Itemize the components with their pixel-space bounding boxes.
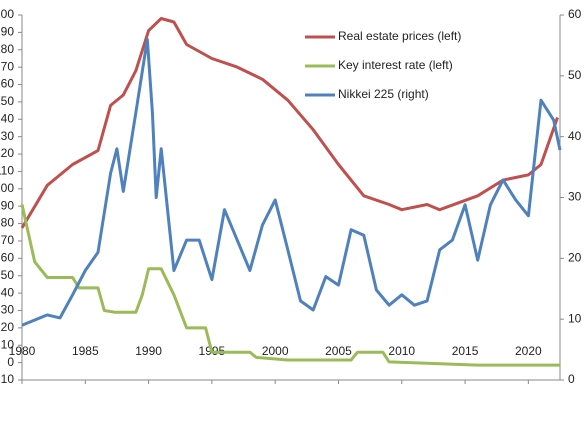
x-tick-label: 2000 [262,344,289,358]
y2-tick-label: 0 [568,372,575,386]
y2-tick-label: 10 [568,311,582,325]
y-tick-label: 50 [1,268,15,282]
y-tick-label: 130 [0,129,14,143]
y-tick-label: 150 [0,94,14,108]
legend-label: Real estate prices (left) [338,29,461,43]
x-tick-label: 2010 [388,344,415,358]
series-line [20,204,560,367]
y-tick-label: 40 [1,285,15,299]
y2-tick-label: 30 [568,190,582,204]
series-line [20,17,559,229]
y2-tick-label: 40 [568,129,582,143]
y-tick-label: 30 [1,303,15,317]
y-tick-label: 170 [0,59,14,73]
y-tick-label: 200 [0,7,14,21]
y-tick-label: 90 [1,198,15,212]
y2-tick-label: 60 [568,7,582,21]
y-tick-label: 60 [1,251,15,265]
y-tick-label: 0 [7,355,14,369]
y-tick-label: 100 [0,181,14,195]
x-tick-label: 1980 [9,344,36,358]
x-tick-label: 1990 [135,344,162,358]
y-tick-label: 80 [1,216,15,230]
x-tick-label: 2005 [325,344,352,358]
y-tick-label: 140 [0,111,14,125]
y2-tick-label: 20 [568,251,582,265]
legend-label: Nikkei 225 (right) [338,87,429,101]
x-tick-label: 2020 [515,344,542,358]
y-tick-label: 10 [1,337,15,351]
legend-label: Key interest rate (left) [338,58,453,72]
y-tick-label: 160 [0,77,14,91]
y-tick-label: -10 [0,372,14,386]
x-tick-label: 2015 [452,344,479,358]
y2-tick-label: 50 [568,68,582,82]
y-tick-label: 180 [0,42,14,56]
y-tick-label: 120 [0,146,14,160]
y-tick-label: 70 [1,233,15,247]
y-tick-label: 190 [0,25,14,39]
y-tick-label: 110 [0,164,14,178]
y-tick-label: 20 [1,320,15,334]
x-tick-label: 1985 [72,344,99,358]
series-line [21,37,562,327]
